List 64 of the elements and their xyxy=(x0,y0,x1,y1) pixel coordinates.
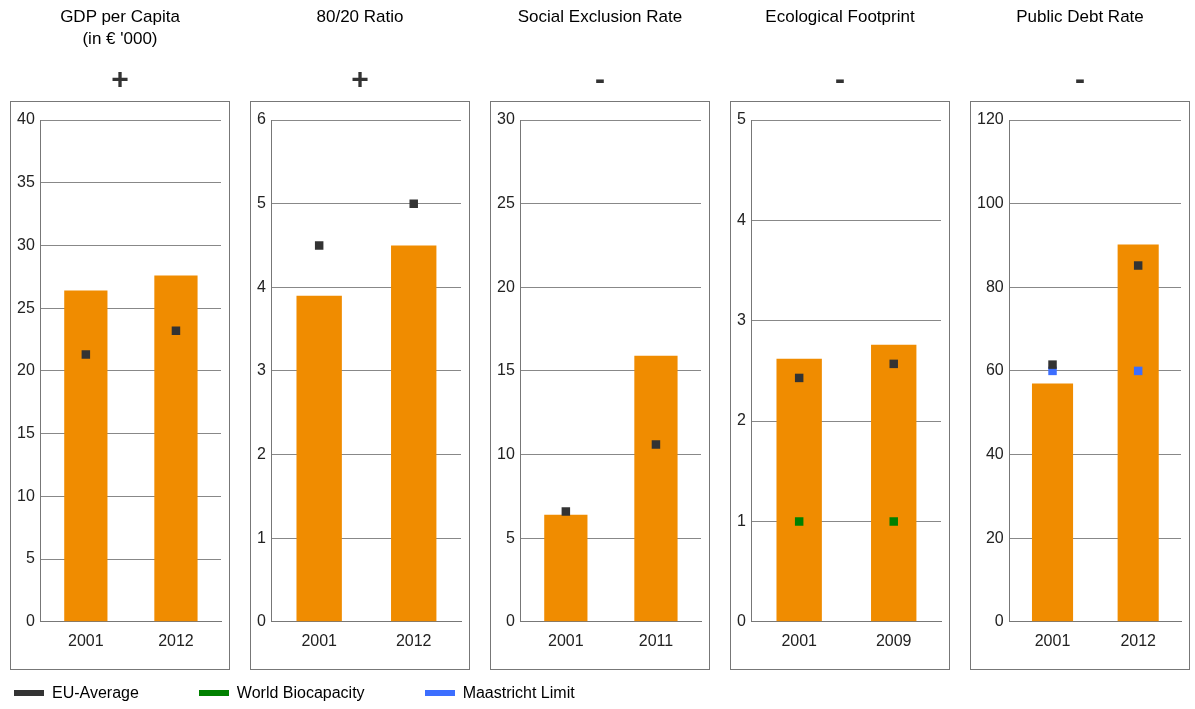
point xyxy=(889,517,898,526)
y-tick-label: 5 xyxy=(256,194,266,212)
chart-title: Social Exclusion Rate xyxy=(516,6,684,28)
y-tick-label: 15 xyxy=(17,424,35,442)
y-tick-label: 3 xyxy=(256,361,266,379)
y-tick-label: 20 xyxy=(17,361,35,379)
chart-subtitle: - xyxy=(1074,62,1086,96)
y-tick-label: 3 xyxy=(736,311,746,329)
x-tick-label: 2011 xyxy=(638,631,674,649)
legend-label: World Biocapacity xyxy=(236,684,365,702)
y-tick-label: 4 xyxy=(256,277,266,295)
chart-subtitle: - xyxy=(834,62,846,96)
y-tick-label: 25 xyxy=(17,298,35,316)
y-tick-label: 0 xyxy=(994,612,1004,630)
x-tick-label: 2001 xyxy=(548,631,584,649)
chart-subtitle: - xyxy=(594,62,606,96)
x-tick-label: 2012 xyxy=(395,631,432,649)
y-tick-label: 2 xyxy=(736,411,746,429)
y-tick-label: 30 xyxy=(497,110,515,128)
y-tick-label: 10 xyxy=(17,486,35,504)
y-tick-label: 25 xyxy=(497,194,515,212)
x-tick-label: 2012 xyxy=(1120,631,1157,649)
y-tick-label: 0 xyxy=(505,612,515,630)
y-tick-label: 120 xyxy=(976,110,1004,128)
chart-title: GDP per Capita (in € '000) xyxy=(59,6,181,50)
y-tick-label: 20 xyxy=(985,528,1004,546)
chart-subtitle: + xyxy=(350,62,370,96)
y-tick-label: 0 xyxy=(256,612,266,630)
point xyxy=(1048,360,1057,369)
chart-title: 80/20 Ratio xyxy=(315,6,405,28)
x-tick-label: 2001 xyxy=(1034,631,1071,649)
y-tick-label: 10 xyxy=(497,444,515,462)
x-tick-label: 2001 xyxy=(301,631,338,649)
y-tick-label: 1 xyxy=(256,528,266,546)
y-tick-label: 2 xyxy=(256,444,266,462)
y-tick-label: 100 xyxy=(976,194,1004,212)
y-tick-label: 5 xyxy=(736,110,746,128)
y-tick-label: 15 xyxy=(497,361,515,379)
y-tick-label: 20 xyxy=(497,277,515,295)
legend-label: EU-Average xyxy=(52,684,139,702)
point xyxy=(889,359,898,369)
y-tick-label: 1 xyxy=(736,511,746,529)
x-tick-label: 2012 xyxy=(158,631,194,649)
x-tick-label: 2009 xyxy=(875,631,912,649)
y-tick-label: 0 xyxy=(736,612,746,630)
chart-title: Public Debt Rate xyxy=(1015,6,1145,28)
chart-subtitle: + xyxy=(110,62,130,96)
y-tick-label: 80 xyxy=(985,277,1004,295)
x-tick-label: 2001 xyxy=(781,631,818,649)
point xyxy=(794,517,804,526)
y-tick-label: 6 xyxy=(256,110,266,128)
y-tick-label: 40 xyxy=(985,444,1004,462)
legend-label: Maastricht Limit xyxy=(462,684,575,702)
y-tick-label: 5 xyxy=(25,549,35,567)
y-tick-label: 30 xyxy=(17,235,35,253)
y-tick-label: 60 xyxy=(985,361,1004,379)
y-tick-label: 5 xyxy=(505,528,515,546)
y-tick-label: 40 xyxy=(17,110,35,128)
point xyxy=(1133,261,1143,270)
y-tick-label: 35 xyxy=(17,173,35,191)
y-tick-label: 4 xyxy=(736,210,746,228)
y-tick-label: 0 xyxy=(25,612,35,630)
chart-title: Ecological Footprint xyxy=(764,6,916,28)
x-tick-label: 2001 xyxy=(68,631,104,649)
